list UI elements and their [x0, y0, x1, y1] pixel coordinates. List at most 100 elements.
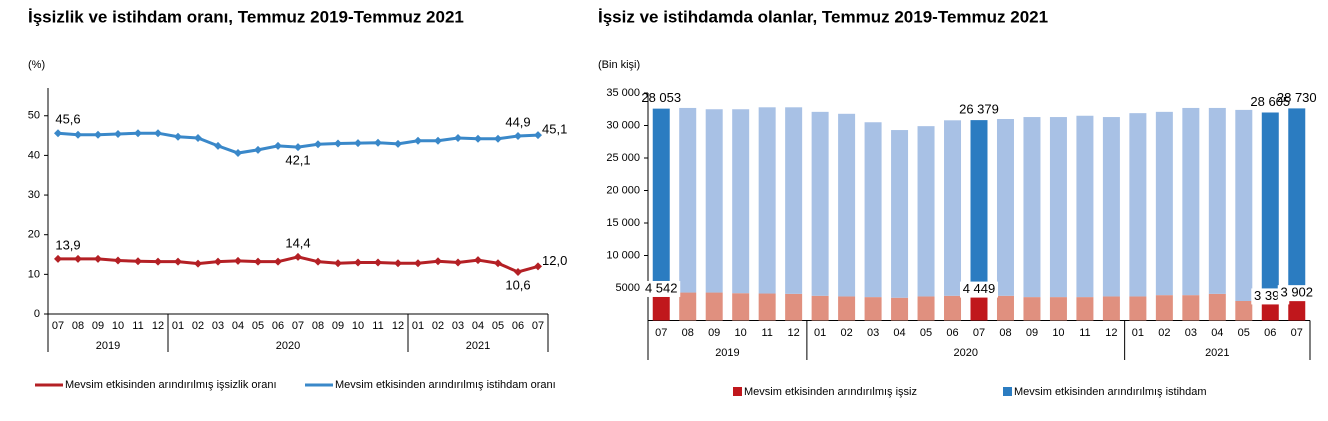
- bar-segment: [1076, 115, 1094, 298]
- chart-title: İşsizlik ve istihdam oranı, Temmuz 2019-…: [28, 7, 464, 26]
- point: [174, 132, 182, 141]
- data-label: 10,6: [505, 277, 530, 292]
- legend-label: Mevsim etkisinden arındırılmış işsizlik …: [65, 379, 277, 391]
- data-label: 14,4: [285, 235, 310, 250]
- point: [374, 258, 382, 267]
- year-label: 2019: [715, 347, 739, 359]
- x-tick-label: 06: [946, 327, 958, 339]
- y-tick-label: 0: [34, 308, 40, 320]
- y-tick-label: 50: [28, 110, 40, 122]
- bar-segment: [944, 295, 962, 321]
- x-tick-label: 07: [532, 320, 544, 332]
- y-tick-label: 15 000: [606, 217, 640, 229]
- x-tick-label: 04: [472, 320, 484, 332]
- bar-segment: [970, 120, 988, 292]
- bar-segment: [732, 293, 750, 321]
- bar-segment: [1235, 301, 1253, 321]
- point: [494, 259, 502, 268]
- point: [274, 141, 282, 150]
- bar-segment: [996, 295, 1014, 321]
- data-label: 28 730: [1277, 90, 1317, 105]
- point: [534, 262, 542, 271]
- x-tick-label: 04: [893, 327, 905, 339]
- bar-segment: [996, 119, 1014, 296]
- label-bg: [960, 281, 998, 298]
- x-tick-label: 03: [1185, 327, 1197, 339]
- point: [374, 138, 382, 147]
- bar-segment: [811, 295, 829, 321]
- bar-segment: [1155, 111, 1173, 296]
- bar-segment: [944, 120, 962, 296]
- data-label: 12,0: [542, 253, 567, 268]
- bar-segment: [1208, 293, 1226, 321]
- point: [414, 136, 422, 145]
- bar-segment: [705, 292, 723, 321]
- x-tick-label: 08: [999, 327, 1011, 339]
- data-label: 4 542: [645, 280, 678, 295]
- bar-segment: [1102, 117, 1120, 297]
- data-label: 44,9: [505, 114, 530, 129]
- label-bg: [642, 280, 681, 297]
- point: [214, 141, 222, 150]
- data-label: 28 053: [641, 90, 681, 105]
- year-label: 2020: [276, 340, 300, 352]
- data-label: 4 449: [963, 281, 996, 296]
- bar-segment: [732, 109, 750, 294]
- legend-swatch: [733, 387, 742, 396]
- bar-segment: [652, 290, 670, 321]
- bar-segment: [1155, 295, 1173, 321]
- bar-segment: [891, 130, 909, 298]
- bar-segment: [1182, 295, 1200, 321]
- x-tick-label: 10: [112, 320, 124, 332]
- x-tick-label: 11: [1079, 327, 1090, 339]
- point: [134, 129, 142, 138]
- x-tick-label: 02: [1158, 327, 1170, 339]
- x-tick-label: 03: [212, 320, 224, 332]
- x-tick-label: 12: [152, 320, 164, 332]
- point: [74, 254, 82, 263]
- point: [394, 139, 402, 148]
- bar-segment: [1049, 117, 1067, 298]
- bar-segment: [838, 296, 856, 321]
- y-axis-label: (%): [28, 59, 45, 71]
- data-label: 45,6: [55, 112, 80, 127]
- bar-segment: [838, 113, 856, 297]
- x-tick-label: 11: [132, 320, 143, 332]
- point: [94, 130, 102, 139]
- bar-segment: [1261, 112, 1279, 299]
- bar-segment: [917, 296, 935, 321]
- legend-label: Mevsim etkisinden arındırılmış istihdam: [1014, 386, 1207, 398]
- point: [314, 140, 322, 149]
- point: [334, 259, 342, 268]
- y-tick-label: 5000: [616, 282, 640, 294]
- point: [454, 258, 462, 267]
- y-tick-label: 10 000: [606, 249, 640, 261]
- bar-segment: [1049, 297, 1067, 321]
- x-tick-label: 02: [840, 327, 852, 339]
- x-tick-label: 11: [761, 327, 772, 339]
- data-label: 45,1: [542, 122, 567, 137]
- point: [354, 258, 362, 267]
- point: [414, 259, 422, 268]
- point: [454, 133, 462, 142]
- x-tick-label: 06: [272, 320, 284, 332]
- x-tick-label: 05: [252, 320, 264, 332]
- point: [234, 256, 242, 265]
- bar-segment: [652, 108, 670, 291]
- bar-segment: [891, 297, 909, 321]
- point: [114, 256, 122, 265]
- y-tick-label: 20: [28, 229, 40, 241]
- year-label: 2019: [96, 340, 120, 352]
- x-tick-label: 10: [352, 320, 364, 332]
- point: [274, 257, 282, 266]
- label-bg: [1277, 285, 1316, 302]
- point: [314, 257, 322, 266]
- y-tick-label: 10: [28, 268, 40, 280]
- bar-segment: [1235, 109, 1253, 302]
- point: [294, 252, 302, 261]
- point: [354, 139, 362, 148]
- x-tick-label: 12: [788, 327, 800, 339]
- bar-segment: [679, 107, 697, 293]
- point: [134, 257, 142, 266]
- point: [214, 257, 222, 266]
